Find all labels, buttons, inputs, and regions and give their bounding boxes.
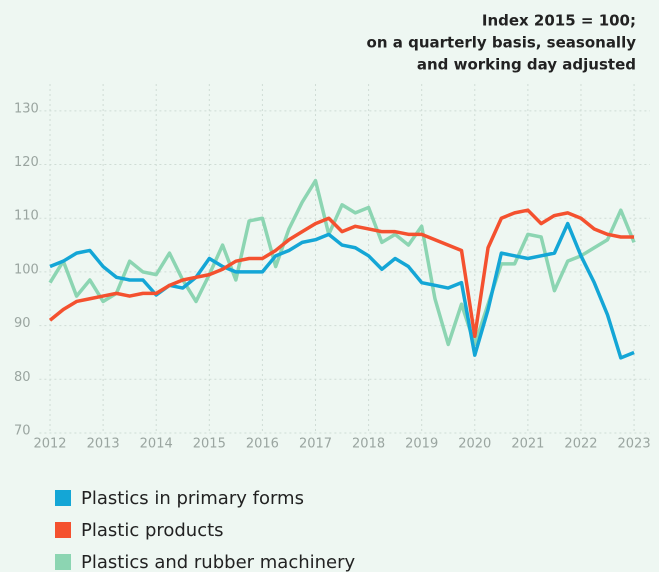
x-tick-label: 2013	[87, 437, 120, 452]
x-tick-label: 2019	[405, 437, 438, 452]
chart-title: on a quarterly basis, seasonally	[367, 34, 637, 52]
y-tick-label: 120	[14, 155, 39, 170]
legend-swatch	[55, 490, 71, 506]
x-tick-label: 2020	[458, 437, 491, 452]
x-tick-label: 2023	[618, 437, 651, 452]
x-tick-label: 2016	[246, 437, 279, 452]
legend-swatch	[55, 554, 71, 570]
y-tick-label: 90	[14, 316, 31, 331]
y-tick-label: 100	[14, 262, 39, 277]
chart-title: Index 2015 = 100;	[482, 12, 636, 30]
y-tick-label: 130	[14, 101, 39, 116]
chart-title: and working day adjusted	[417, 56, 636, 74]
x-tick-label: 2018	[352, 437, 385, 452]
x-tick-label: 2015	[193, 437, 226, 452]
x-tick-label: 2022	[564, 437, 597, 452]
x-tick-label: 2021	[511, 437, 544, 452]
y-tick-label: 70	[14, 424, 31, 439]
legend-label: Plastics and rubber machinery	[81, 552, 356, 572]
legend-label: Plastic products	[81, 520, 224, 541]
legend-label: Plastics in primary forms	[81, 488, 304, 509]
line-series	[48, 178, 636, 347]
line-series	[49, 221, 635, 360]
legend-swatch	[55, 522, 71, 538]
x-tick-label: 2014	[140, 437, 173, 452]
y-tick-label: 80	[14, 370, 31, 385]
x-tick-label: 2012	[33, 437, 66, 452]
y-tick-label: 110	[14, 209, 39, 224]
line-series	[48, 208, 635, 339]
x-tick-label: 2017	[299, 437, 332, 452]
